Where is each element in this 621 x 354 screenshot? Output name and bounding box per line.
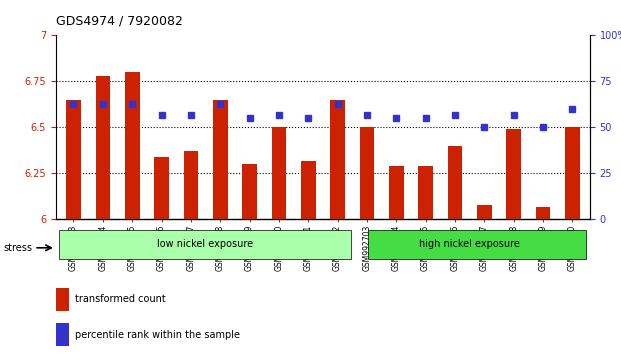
Bar <box>565 127 579 219</box>
Bar <box>330 100 345 219</box>
Bar <box>56 323 70 346</box>
Bar <box>56 288 70 311</box>
Text: percentile rank within the sample: percentile rank within the sample <box>75 330 240 339</box>
Bar <box>271 127 286 219</box>
FancyBboxPatch shape <box>59 230 351 258</box>
Bar <box>506 129 521 219</box>
Text: transformed count: transformed count <box>75 295 165 304</box>
Bar <box>96 76 110 219</box>
Bar <box>301 161 315 219</box>
Bar <box>389 166 404 219</box>
Text: low nickel exposure: low nickel exposure <box>158 239 253 249</box>
Bar <box>154 157 169 219</box>
Bar <box>419 166 433 219</box>
Bar <box>184 152 198 219</box>
Bar <box>242 164 257 219</box>
Bar <box>536 207 550 219</box>
Bar <box>448 146 462 219</box>
Bar <box>213 100 227 219</box>
Bar <box>360 127 374 219</box>
Text: high nickel exposure: high nickel exposure <box>419 239 520 249</box>
FancyBboxPatch shape <box>368 230 586 258</box>
Text: stress: stress <box>3 243 32 253</box>
Bar <box>477 205 492 219</box>
Text: GDS4974 / 7920082: GDS4974 / 7920082 <box>56 14 183 27</box>
Bar <box>66 100 81 219</box>
Bar <box>125 72 140 219</box>
